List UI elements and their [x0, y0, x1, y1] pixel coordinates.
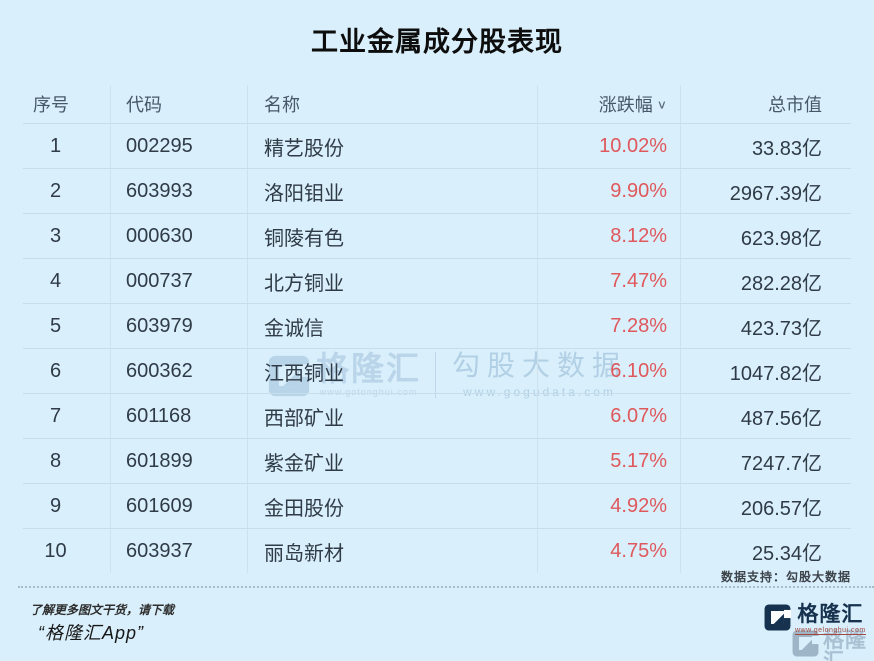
row-index: 4	[49, 269, 62, 292]
stock-code: 000737	[110, 259, 247, 303]
gelonghui-logo: 格隆汇 www.gelonghui.com	[764, 604, 866, 635]
page-title: 工业金属成分股表现	[311, 27, 563, 57]
stock-code: 603993	[110, 169, 247, 213]
stock-name: 精艺股份	[247, 124, 537, 168]
table-row[interactable]: 4 000737 北方铜业 7.47% 282.28亿	[23, 258, 851, 303]
stock-code: 000630	[110, 214, 247, 258]
stock-market-cap: 623.98亿	[680, 214, 851, 258]
table-row[interactable]: 1 002295 精艺股份 10.02% 33.83亿	[23, 123, 851, 168]
stock-change-pct: 7.47%	[537, 259, 680, 303]
header-cap: 总市值	[680, 85, 851, 123]
stock-name: 江西铜业	[247, 349, 537, 393]
row-index: 5	[49, 314, 62, 337]
row-index: 3	[49, 224, 62, 247]
stock-name: 金诚信	[247, 304, 537, 348]
row-index: 7	[49, 404, 62, 427]
table-row[interactable]: 9 601609 金田股份 4.92% 206.57亿	[23, 483, 851, 528]
row-index: 2	[49, 179, 62, 202]
stock-market-cap: 206.57亿	[680, 484, 851, 528]
table-row[interactable]: 7 601168 西部矿业 6.07% 487.56亿	[23, 393, 851, 438]
stock-change-pct: 9.90%	[537, 169, 680, 213]
stock-name: 西部矿业	[247, 394, 537, 438]
stock-market-cap: 487.56亿	[680, 394, 851, 438]
stock-name: 紫金矿业	[247, 439, 537, 483]
stock-market-cap: 25.34亿	[680, 529, 851, 573]
row-index: 10	[44, 539, 67, 562]
gelonghui-g-logo-icon	[792, 630, 819, 657]
row-index: 8	[49, 449, 62, 472]
header-code: 代码	[110, 85, 247, 123]
gelonghui-logo-text: 格隆汇	[797, 603, 864, 626]
chevron-down-icon: ∨	[656, 96, 667, 111]
stock-change-pct: 5.17%	[537, 439, 680, 483]
row-index: 1	[49, 134, 62, 157]
table-row[interactable]: 10 603937 丽岛新材 4.75% 25.34亿	[23, 528, 851, 573]
stock-market-cap: 7247.7亿	[680, 439, 851, 483]
table-row[interactable]: 5 603979 金诚信 7.28% 423.73亿	[23, 303, 851, 348]
table-body: 1 002295 精艺股份 10.02% 33.83亿 2 603993 洛阳钼…	[23, 123, 851, 573]
row-index: 6	[49, 359, 62, 382]
header-change-label: 涨跌幅	[598, 95, 653, 115]
stock-market-cap: 423.73亿	[680, 304, 851, 348]
table-row[interactable]: 6 600362 江西铜业 6.10% 1047.82亿	[23, 348, 851, 393]
stock-market-cap: 33.83亿	[680, 124, 851, 168]
stock-name: 洛阳钼业	[247, 169, 537, 213]
stock-change-pct: 4.92%	[537, 484, 680, 528]
stock-code: 603979	[110, 304, 247, 348]
stock-change-pct: 7.28%	[537, 304, 680, 348]
header-no: 序号	[33, 95, 69, 115]
row-index: 9	[49, 494, 62, 517]
stock-change-pct: 6.10%	[537, 349, 680, 393]
stock-change-pct: 6.07%	[537, 394, 680, 438]
table-row[interactable]: 8 601899 紫金矿业 5.17% 7247.7亿	[23, 438, 851, 483]
stock-change-pct: 4.75%	[537, 529, 680, 573]
gelonghui-logo-ghost-text: 格隆汇	[823, 629, 867, 661]
separator-dotted-line	[18, 586, 874, 588]
header-change-sort[interactable]: 涨跌幅 ∨	[537, 85, 680, 123]
stock-change-pct: 10.02%	[537, 124, 680, 168]
stock-code: 601899	[110, 439, 247, 483]
header-name: 名称	[247, 85, 537, 123]
stock-code: 603937	[110, 529, 247, 573]
stock-market-cap: 2967.39亿	[680, 169, 851, 213]
gelonghui-logo-url: www.gelonghui.com	[795, 627, 866, 635]
promo-text-line1: 了解更多图文干货，请下载	[30, 603, 175, 617]
stock-code: 601609	[110, 484, 247, 528]
stock-name: 北方铜业	[247, 259, 537, 303]
table-row[interactable]: 3 000630 铜陵有色 8.12% 623.98亿	[23, 213, 851, 258]
table-row[interactable]: 2 603993 洛阳钼业 9.90% 2967.39亿	[23, 168, 851, 213]
table-header-row: 序号 代码 名称 涨跌幅 ∨ 总市值	[23, 85, 851, 123]
gelonghui-g-logo-icon	[764, 604, 791, 631]
stock-market-cap: 282.28亿	[680, 259, 851, 303]
stock-code: 601168	[110, 394, 247, 438]
stocks-table: 序号 代码 名称 涨跌幅 ∨ 总市值 1 002295 精艺股份 10.02% …	[23, 85, 851, 573]
stock-name: 铜陵有色	[247, 214, 537, 258]
stock-change-pct: 8.12%	[537, 214, 680, 258]
stock-market-cap: 1047.82亿	[680, 349, 851, 393]
stock-code: 002295	[110, 124, 247, 168]
stock-name: 丽岛新材	[247, 529, 537, 573]
stock-name: 金田股份	[247, 484, 537, 528]
promo-text-line2: “格隆汇App”	[38, 623, 145, 643]
gelonghui-logo-ghost: 格隆汇	[792, 630, 874, 661]
data-support-note: 数据支持：勾股大数据	[720, 570, 851, 584]
stock-code: 600362	[110, 349, 247, 393]
